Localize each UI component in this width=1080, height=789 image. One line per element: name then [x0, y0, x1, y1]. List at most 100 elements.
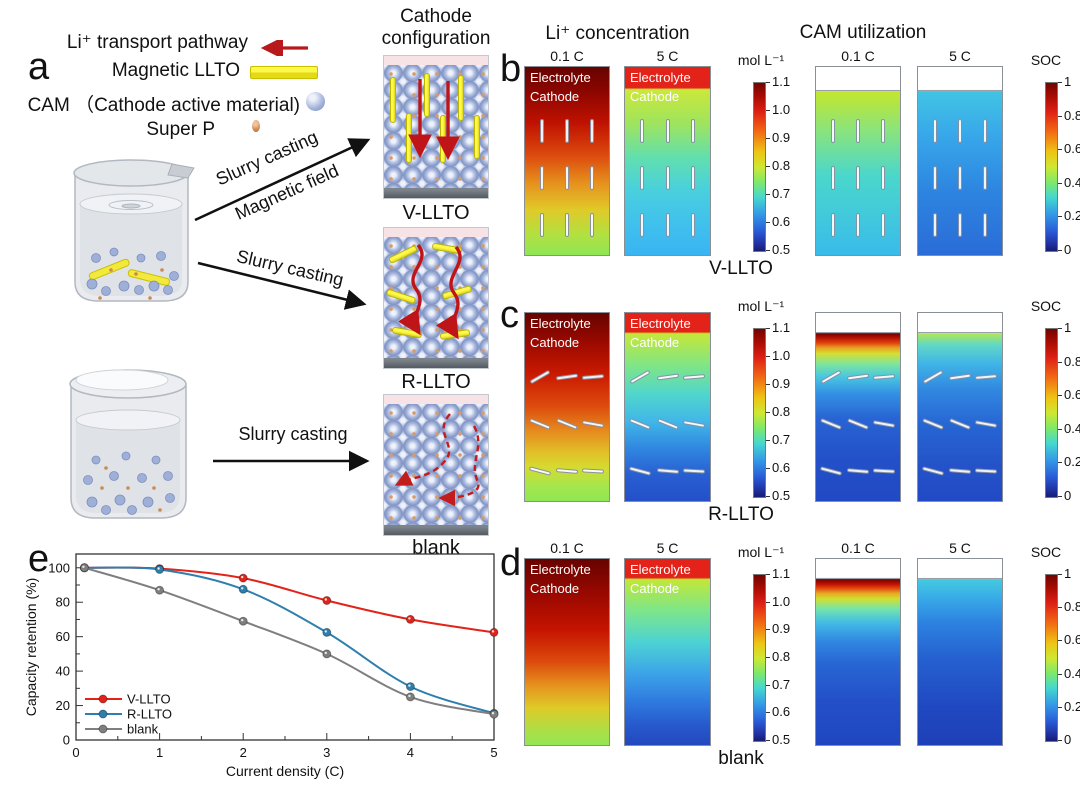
current-collector-bar: [384, 358, 488, 368]
li-transport-arrow-icon: [260, 40, 308, 56]
llto-rod: [474, 115, 480, 159]
llto-rod-mark: [921, 466, 945, 476]
li-pathway-arrows-blank: [394, 413, 480, 507]
llto-rod-mark: [820, 417, 843, 430]
colorbar-title-mol: mol L⁻¹: [737, 544, 785, 560]
rate-header: 5 C: [656, 48, 679, 64]
electrolyte-boundary-line: [918, 89, 1002, 91]
llto-rod-mark: [565, 165, 569, 190]
llto-rod-mark: [656, 467, 679, 474]
llto-rod-mark: [983, 165, 988, 190]
beaker-blank: [69, 369, 187, 519]
colorbar-tick-label: 0.6: [1064, 632, 1080, 648]
current-collector-bar: [384, 525, 488, 535]
llto-rod-mark: [881, 212, 886, 237]
colorbar-tick-mark: [1058, 740, 1062, 741]
colorbar-tick-label: 0.2: [1064, 698, 1080, 714]
sim-panel-v-llto: b Li⁺ concentration CAM utilization 0.1 C 5 …: [500, 14, 1080, 292]
colorbar-tick-mark: [766, 496, 770, 497]
colorbar-tick-label: 0.6: [1064, 387, 1080, 403]
colorbar-tick-mark: [1058, 673, 1062, 675]
colorbar-tick-mark: [1058, 607, 1062, 609]
beaker2-spheres: [83, 451, 175, 515]
colorbar-soc: [1045, 82, 1058, 252]
colorbar-tick-label: 1: [1064, 74, 1072, 89]
electrolyte-boundary-line: [918, 577, 1002, 579]
colorbar-tick-label: 0.4: [1064, 665, 1080, 681]
llto-rod-mark: [629, 417, 652, 430]
llto-rod-mark: [629, 466, 652, 476]
legend-magnetic-llto-label: Magnetic LLTO: [111, 60, 240, 81]
config-card-blank: [383, 394, 489, 536]
colorbar-tick-label: 0.8: [1064, 107, 1080, 123]
colorbar-soc: [1045, 328, 1058, 498]
llto-rod-mark: [948, 467, 972, 474]
config-card-r-llto: [383, 227, 489, 369]
sim-map-3: [815, 312, 901, 502]
map-label-electrolyte: Electrolyte: [530, 316, 591, 331]
llto-rod-mark: [856, 118, 860, 143]
colorbar-tick-mark: [1058, 640, 1062, 642]
series-line-v-llto: [84, 566, 495, 634]
sim-map-2: Electrolyte Cathode: [624, 312, 711, 502]
llto-rod-mark: [590, 165, 595, 190]
map-label-cathode: Cathode: [530, 581, 580, 596]
llto-rod-mark: [932, 165, 937, 190]
colorbar-tick-label: 0.6: [1064, 141, 1080, 157]
config-caption-v-llto: V-LLTO: [402, 202, 470, 224]
llto-rod-mark: [830, 118, 835, 143]
beaker1-superp: [98, 268, 164, 300]
llto-rod-mark: [922, 369, 944, 385]
map-label-cathode: Cathode: [530, 335, 580, 350]
sim-panel-r-llto: c Electrolyte Cathode Electrolyte Cathode mol…: [500, 296, 1080, 538]
llto-rod-mark: [932, 118, 937, 143]
cam-sphere-icon: [306, 92, 325, 111]
legend-cam-label: CAM （Cathode active material): [27, 95, 300, 116]
arrow3-label: Slurry casting: [238, 424, 348, 444]
colorbar-title-soc: SOC: [1030, 52, 1062, 68]
llto-rod-mark: [555, 373, 579, 381]
colorbar-tick-mark: [1058, 149, 1062, 151]
colorbar-tick-mark: [766, 601, 770, 603]
llto-rod-mark: [846, 467, 870, 474]
llto-rod-mark: [581, 373, 605, 380]
llto-rod-mark: [529, 369, 551, 385]
llto-rod-mark: [556, 417, 578, 430]
colorbar-tick-label: 1.0: [772, 348, 791, 363]
electrolyte-boundary-line: [816, 89, 900, 91]
sim-map-3: [815, 66, 901, 256]
llto-rod-mark: [590, 212, 595, 237]
llto-rod-mark: [958, 212, 962, 237]
colorbar-tick-mark: [1058, 182, 1062, 184]
llto-rod-mark: [665, 118, 670, 143]
colorbar-tick-mark: [1058, 115, 1062, 117]
llto-rod-mark: [555, 467, 579, 474]
colorbar-tick-mark: [1058, 496, 1062, 497]
colorbar-tick-label: 0.8: [772, 649, 791, 664]
colorbar-tick-mark: [766, 328, 770, 329]
svg-text:40: 40: [56, 664, 70, 679]
llto-rod-mark: [629, 369, 651, 385]
x-axis-ticks: [75, 733, 495, 740]
llto-rod-mark: [691, 165, 695, 190]
llto-rod-mark: [932, 212, 937, 237]
colorbar-tick-mark: [1058, 361, 1062, 363]
super-p-dot-icon: [252, 120, 260, 132]
map-label-cathode: Cathode: [630, 581, 680, 596]
llto-rod-mark: [958, 165, 962, 190]
colorbar-tick-label: 1.0: [772, 593, 791, 609]
llto-rod-mark: [691, 118, 695, 143]
llto-rod: [424, 73, 430, 117]
llto-rod-mark: [691, 212, 695, 237]
llto-rod-mark: [640, 212, 644, 237]
colorbar-mol: [753, 328, 766, 498]
colorbar-mol: [753, 82, 766, 252]
svg-text:1: 1: [156, 745, 163, 760]
llto-rod-mark: [847, 417, 869, 430]
llto-rod-mark: [682, 373, 705, 380]
llto-rod-mark: [872, 373, 896, 380]
llto-rod-mark: [830, 165, 835, 190]
colorbar-tick-mark: [1058, 216, 1062, 218]
colorbar-tick-label: 0.8: [1064, 353, 1080, 369]
